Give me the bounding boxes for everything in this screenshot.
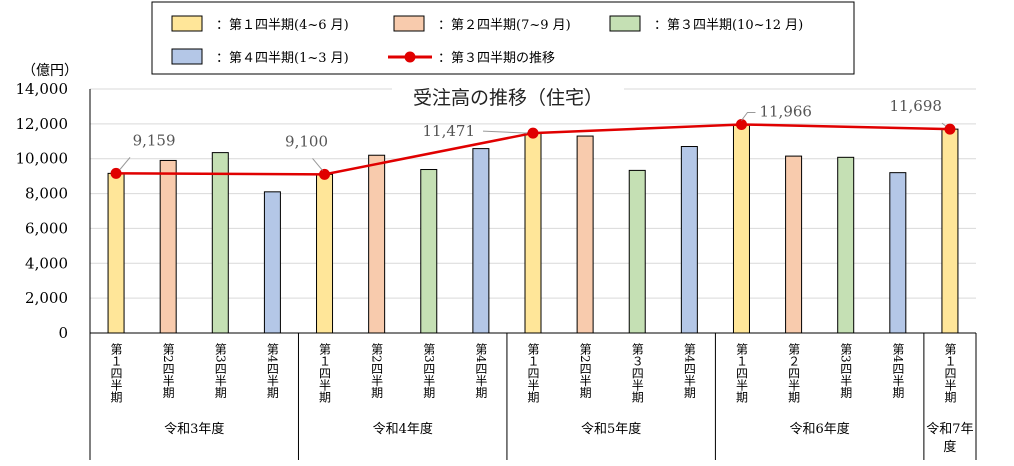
x-category-label: 第１四半期: [943, 343, 957, 403]
bar: [941, 128, 959, 334]
data-label: 11,698: [889, 97, 942, 115]
legend-label: ：第４四半期(1~3 月): [216, 51, 349, 66]
group-label: 令和6年度: [790, 421, 850, 437]
bar: [316, 173, 334, 334]
data-label: 11,966: [759, 102, 812, 120]
y-tick-label: 8,000: [25, 185, 68, 203]
chart-title: 受注高の推移（住宅）: [413, 87, 603, 109]
y-tick-label: 6,000: [25, 219, 68, 237]
axes: [89, 89, 977, 460]
x-category-label: 第3四半期: [839, 343, 853, 399]
bar: [159, 159, 177, 334]
legend-label: ：第３四半期(10~12 月): [654, 18, 803, 33]
bar: [576, 135, 594, 334]
bar: [680, 146, 698, 334]
bar: [368, 154, 386, 334]
group-label: 令和4年度: [373, 421, 433, 437]
legend-label: ：第２四半期(7~9 月): [438, 18, 571, 33]
legend-frame: [151, 1, 855, 75]
bar: [472, 148, 490, 334]
x-category-label: 第4四半期: [265, 343, 279, 399]
x-category-label: 第１四半期: [526, 343, 540, 403]
legend-swatch: [171, 15, 203, 32]
data-label-leader: [119, 157, 131, 170]
x-category-label: 第2四半期: [370, 343, 384, 399]
x-category-label: 第4四半期: [474, 343, 488, 399]
legend-swatch: [171, 48, 203, 65]
data-label-leader: [941, 122, 947, 127]
title-background: [392, 84, 624, 112]
y-tick-label: 2,000: [25, 289, 68, 307]
bar: [889, 172, 907, 334]
bar: [524, 132, 542, 334]
bar: [107, 172, 125, 334]
y-tick-label: 14,000: [16, 80, 69, 98]
x-category-label: 第2四半期: [161, 343, 175, 399]
q1-trend-line: [110, 118, 956, 180]
data-labels: 9,159 9,100 11,471 11,966 11,698: [119, 97, 947, 171]
x-category-label: 第１四半期: [734, 343, 748, 403]
legend-marker: [404, 51, 416, 63]
group-label: 令和5年度: [581, 421, 641, 437]
group-label-cont: 度: [943, 439, 956, 455]
x-category-label: 第１四半期: [318, 343, 332, 403]
x-axis-category-labels: 第１四半期 第2四半期 第3四半期 第4四半期 第１四半期 第2四半期 第3四半期 第4四半期…: [109, 343, 957, 403]
y-axis-tick-labels: 0 2,000 4,000 6,000 8,000 10,000 12,000 14,000: [16, 80, 69, 342]
bar: [732, 123, 750, 334]
legend-label: ：第３四半期の推移: [438, 51, 555, 66]
legend-label: ：第１四半期(4~6 月): [216, 18, 349, 33]
x-category-label: 第３四半期: [630, 343, 644, 403]
bar: [420, 169, 438, 334]
group-label: 令和7年: [926, 422, 973, 437]
bar: [628, 169, 646, 334]
trend-marker: [527, 127, 539, 139]
x-category-label: 第２四半期: [787, 343, 801, 403]
legend-swatch: [609, 15, 641, 32]
y-tick-label: 0: [58, 324, 68, 342]
bar: [263, 191, 281, 334]
x-category-label: 第2四半期: [578, 343, 592, 399]
bar: [785, 155, 803, 334]
legend-swatch: [393, 15, 425, 32]
x-category-label: 第4四半期: [891, 343, 905, 399]
group-label: 令和3年度: [164, 421, 224, 437]
trend-marker: [735, 118, 747, 130]
data-label-leader: [741, 111, 756, 121]
data-label: 9,159: [133, 131, 176, 149]
x-category-label: 第１四半期: [109, 343, 123, 403]
y-tick-label: 10,000: [16, 150, 69, 168]
bars: [107, 123, 959, 334]
data-label-leader: [312, 158, 323, 171]
trend-marker: [110, 167, 122, 179]
legend: ：第１四半期(4~6 月) ：第２四半期(7~9 月) ：第３四半期(10~12 月…: [151, 1, 855, 75]
y-axis-unit-label: （億円）: [22, 63, 78, 79]
trend-marker: [319, 168, 331, 180]
y-tick-label: 4,000: [25, 254, 68, 272]
bar: [837, 156, 855, 334]
bar: [211, 152, 229, 334]
data-label: 9,100: [285, 132, 328, 150]
x-category-label: 第3四半期: [422, 343, 436, 399]
x-category-label: 第3四半期: [213, 343, 227, 399]
x-category-label: 第4四半期: [682, 343, 696, 399]
data-label: 11,471: [423, 122, 476, 140]
trend-marker: [944, 123, 956, 135]
y-tick-label: 12,000: [16, 115, 69, 133]
data-label-leader: [482, 130, 528, 134]
